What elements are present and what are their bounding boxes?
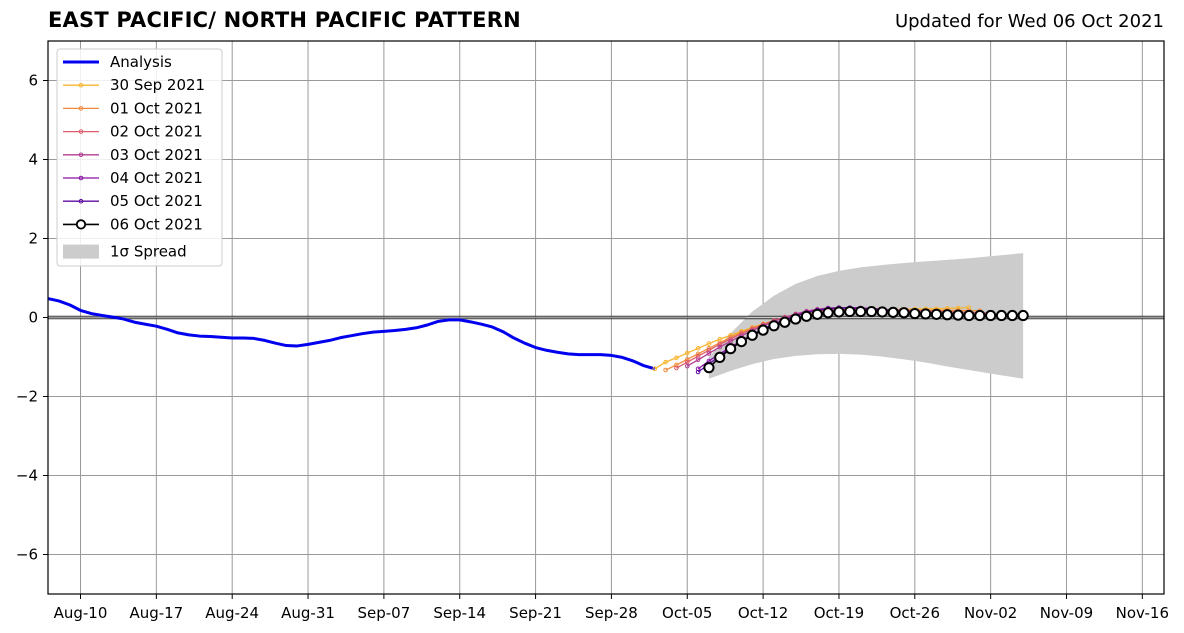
forecast-point-06-oct-2021 [887, 306, 899, 318]
chart-title: EAST PACIFIC/ NORTH PACIFIC PATTERN [48, 8, 521, 32]
y-tick-label: 4 [28, 151, 38, 169]
grid-layer [48, 41, 1164, 594]
legend-label: 30 Sep 2021 [110, 76, 205, 94]
forecast-point-01-oct-2021 [684, 357, 690, 362]
forecast-point-06-oct-2021 [920, 308, 932, 320]
legend-swatch-marker [75, 219, 87, 230]
forecast-point-06-oct-2021 [876, 306, 888, 318]
forecast-point-06-oct-2021 [844, 305, 856, 318]
forecast-point-06-oct-2021 [1006, 309, 1018, 322]
legend-label: 01 Oct 2021 [110, 99, 203, 117]
forecast-point-06-oct-2021 [790, 313, 802, 325]
forecast-point-01-oct-2021 [663, 367, 668, 373]
legend-label: 06 Oct 2021 [110, 215, 203, 233]
forecast-point-06-oct-2021 [735, 335, 748, 348]
x-tick-label: Sep-28 [585, 604, 638, 622]
forecast-point-06-oct-2021 [909, 307, 921, 320]
forecast-point-06-oct-2021 [963, 309, 975, 322]
forecast-point-30-sep-2021 [674, 355, 679, 361]
forecast-point-30-sep-2021 [663, 359, 668, 365]
x-tick-label: Oct-12 [738, 604, 788, 622]
x-tick-label: Oct-26 [890, 604, 940, 622]
forecast-point-06-oct-2021 [714, 351, 726, 363]
forecast-point-06-oct-2021 [1017, 309, 1029, 322]
forecast-point-06-oct-2021 [855, 305, 867, 318]
tick-layer: Aug-10 Aug-17 Aug-24 Aug-31 Sep-07 Sep-14 Sep-… [16, 72, 1169, 623]
forecast-point-06-oct-2021 [898, 307, 910, 319]
x-tick-label: Nov-02 [964, 604, 1017, 622]
x-tick-label: Oct-19 [814, 604, 864, 622]
x-tick-label: Sep-14 [433, 604, 486, 622]
forecast-point-06-oct-2021 [995, 309, 1008, 322]
forecast-point-30-sep-2021 [706, 341, 712, 346]
forecast-point-06-oct-2021 [930, 308, 943, 320]
legend-box [56, 48, 223, 267]
y-tick-label: 6 [28, 72, 38, 90]
x-tick-label: Sep-07 [357, 604, 410, 622]
forecast-point-03-oct-2021 [684, 363, 690, 369]
x-tick-label: Sep-21 [509, 604, 562, 622]
legend-label: 03 Oct 2021 [110, 146, 203, 164]
legend-swatch-marker [78, 82, 84, 88]
forecast-point-06-oct-2021 [768, 320, 780, 332]
y-tick-label: −6 [16, 546, 38, 564]
x-tick-label: Nov-09 [1040, 604, 1093, 622]
forecast-point-03-oct-2021 [706, 351, 712, 356]
x-tick-label: Nov-16 [1116, 604, 1169, 622]
forecast-point-03-oct-2021 [695, 357, 701, 363]
forecast-point-03-oct-2021 [717, 344, 723, 350]
forecast-point-06-oct-2021 [746, 329, 758, 341]
forecast-point-06-oct-2021 [725, 343, 737, 355]
forecast-point-30-sep-2021 [684, 350, 690, 356]
data-layer [48, 253, 1164, 379]
legend-swatch-marker [78, 175, 84, 181]
legend-label: 02 Oct 2021 [110, 123, 203, 141]
updated-date: Updated for Wed 06 Oct 2021 [894, 11, 1164, 32]
forecast-point-03-oct-2021 [728, 338, 733, 344]
forecast-point-30-sep-2021 [652, 366, 658, 372]
legend-swatch-marker [78, 129, 84, 134]
analysis-line [48, 297, 656, 371]
x-tick-label: Aug-17 [129, 604, 183, 622]
y-tick-label: 2 [28, 230, 38, 248]
legend: Analysis 30 Sep 2021 01 Oct 2021 02 Oct 202… [56, 48, 223, 267]
forecast-point-06-oct-2021 [941, 309, 953, 321]
x-tick-label: Aug-10 [54, 604, 108, 622]
legend-label: 1σ Spread [110, 243, 187, 261]
forecast-point-30-sep-2021 [695, 346, 701, 351]
legend-swatch-marker [78, 152, 84, 158]
forecast-point-05-oct-2021 [695, 369, 701, 375]
y-tick-label: −2 [16, 388, 38, 406]
y-tick-label: 0 [28, 309, 38, 327]
forecast-point-06-oct-2021 [985, 309, 997, 322]
forecast-point-06-oct-2021 [822, 307, 834, 319]
legend-swatch-marker [78, 198, 84, 204]
legend-swatch-spread [63, 244, 99, 259]
forecast-point-06-oct-2021 [779, 316, 791, 328]
x-tick-label: Aug-24 [205, 604, 259, 622]
forecast-point-06-oct-2021 [833, 306, 845, 318]
legend-label: 05 Oct 2021 [110, 192, 203, 210]
forecast-point-06-oct-2021 [865, 305, 878, 318]
x-tick-label: Aug-31 [281, 604, 335, 622]
legend-swatch-marker [78, 106, 84, 111]
legend-label: 04 Oct 2021 [110, 169, 203, 187]
legend-label: Analysis [110, 53, 172, 71]
forecast-point-02-oct-2021 [674, 365, 679, 371]
forecast-point-06-oct-2021 [811, 308, 823, 320]
forecast-point-02-oct-2021 [717, 342, 723, 347]
y-tick-label: −4 [16, 467, 38, 485]
forecast-point-06-oct-2021 [703, 362, 715, 374]
forecast-point-06-oct-2021 [757, 324, 769, 336]
forecast-point-06-oct-2021 [974, 309, 986, 322]
forecast-point-06-oct-2021 [952, 309, 964, 321]
forecast-point-06-oct-2021 [800, 310, 813, 322]
x-tick-label: Oct-05 [662, 604, 712, 622]
